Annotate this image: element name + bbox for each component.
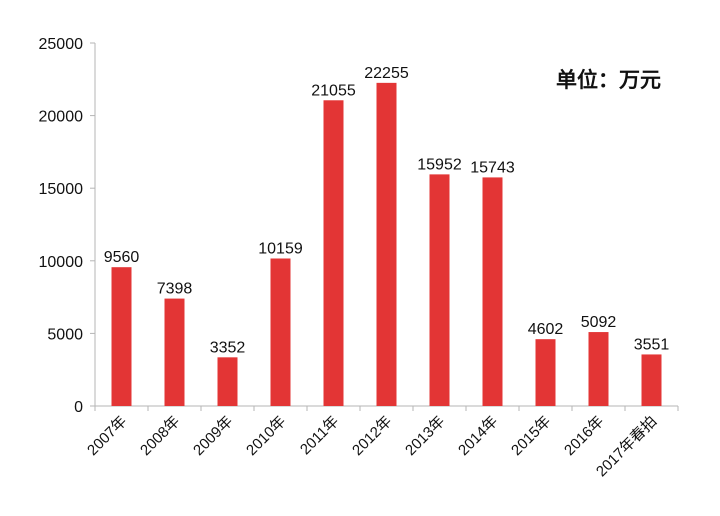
bar: [164, 298, 185, 406]
y-tick-label: 10000: [39, 254, 84, 271]
x-tick-label: 2016年: [561, 413, 607, 459]
bar: [376, 82, 397, 407]
data-label: 4602: [528, 321, 564, 338]
x-tick-label: 2009年: [190, 413, 236, 459]
bar: [429, 174, 450, 406]
bar: [111, 267, 132, 406]
data-label: 9560: [104, 249, 140, 266]
x-tick-label: 2015年: [508, 413, 554, 459]
x-tick-label: 2007年: [84, 413, 130, 459]
unit-label: 单位：万元: [556, 68, 661, 92]
y-tick-label: 0: [74, 399, 83, 416]
data-label: 22255: [364, 65, 409, 82]
y-tick-label: 25000: [39, 36, 84, 53]
data-label: 7398: [157, 281, 193, 298]
bar: [535, 339, 556, 406]
data-label: 3352: [210, 339, 246, 356]
x-tick-label: 2011年: [297, 413, 342, 458]
data-label: 3551: [634, 336, 670, 353]
x-tick-label: 2010年: [243, 413, 289, 459]
bar: [270, 258, 291, 406]
data-labels: 9560 7398 3352 10159 21055 22255 15952 15743 460…: [104, 65, 670, 356]
bar: [323, 100, 344, 406]
data-label: 15743: [470, 159, 515, 176]
data-label: 15952: [417, 156, 462, 173]
y-tick-label: 15000: [39, 181, 84, 198]
bar: [217, 357, 238, 406]
axes: [90, 42, 679, 411]
bar: [482, 177, 503, 406]
data-label: 10159: [258, 240, 303, 257]
bar: [588, 332, 609, 406]
data-label: 21055: [311, 82, 356, 99]
x-tick-label: 2012年: [349, 413, 395, 459]
x-tick-label: 2014年: [455, 413, 501, 459]
x-tick-label: 2013年: [402, 413, 448, 459]
y-tick-label: 20000: [39, 109, 84, 126]
data-label: 5092: [581, 314, 617, 331]
x-tick-label: 2008年: [137, 413, 183, 459]
bar: [641, 354, 662, 406]
bars: [111, 82, 662, 407]
y-tick-label: 5000: [47, 326, 83, 343]
